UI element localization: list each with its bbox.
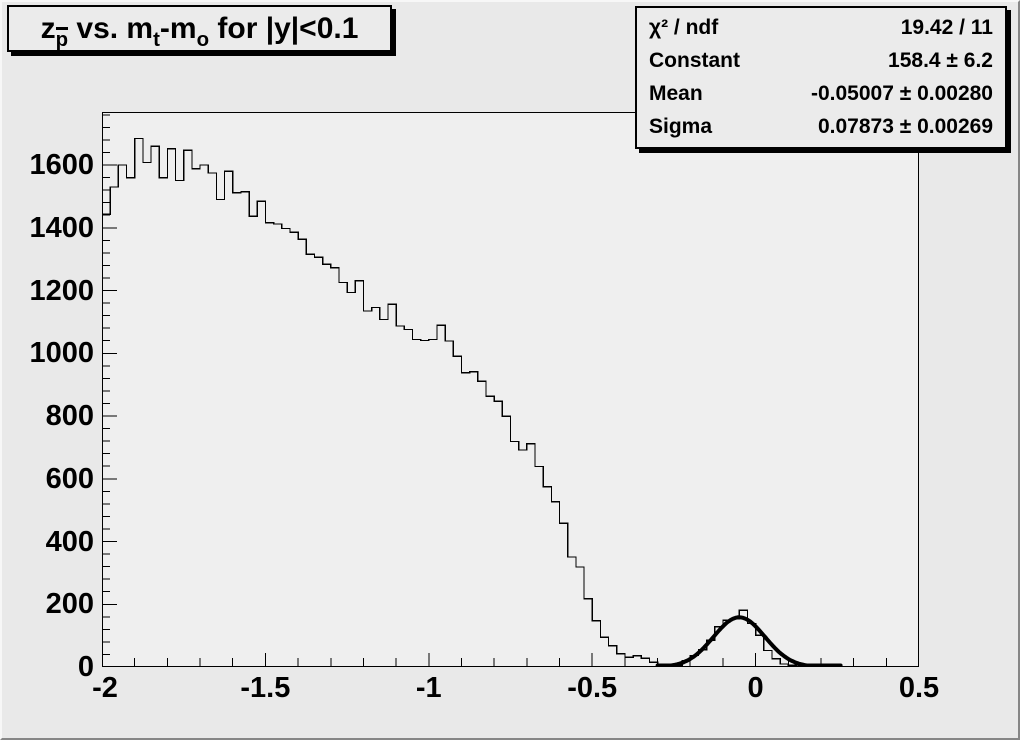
plot-area <box>102 112 919 667</box>
plot-frame <box>102 112 919 667</box>
y-tick-label: 400 <box>45 525 94 558</box>
stat-value: 19.42 / 11 <box>900 15 993 39</box>
fit-curve <box>655 615 843 667</box>
x-tick-label: -1 <box>415 672 442 704</box>
y-tick-label: 1600 <box>29 149 94 182</box>
stat-value: -0.05007 ± 0.00280 <box>810 82 993 106</box>
x-tick-label: -0.5 <box>567 672 618 704</box>
y-tick-label: 1400 <box>29 211 94 244</box>
fit-stats-box: χ² / ndf 19.42 / 11 Constant 158.4 ± 6.2… <box>635 6 1007 149</box>
stat-value: 0.07873 ± 0.00269 <box>817 115 993 139</box>
y-tick-label: 800 <box>45 400 94 432</box>
y-tick-label: 0 <box>77 651 94 683</box>
y-tick-label: 600 <box>45 462 94 495</box>
stat-row-chi2: χ² / ndf 19.42 / 11 <box>649 11 993 44</box>
stat-row-constant: Constant 158.4 ± 6.2 <box>649 44 993 77</box>
y-tick-label: 200 <box>45 588 94 621</box>
stat-row-mean: Mean -0.05007 ± 0.00280 <box>649 78 993 111</box>
x-tick-label: -2 <box>92 672 118 704</box>
stat-value: 158.4 ± 6.2 <box>888 48 993 72</box>
p-bar-subscript: p <box>55 26 69 51</box>
x-tick-label: 0.5 <box>898 672 940 704</box>
y-tick-label: 1000 <box>29 337 94 370</box>
stat-label: Constant <box>649 48 740 72</box>
x-tick-label: 0 <box>747 672 764 704</box>
histogram-title-box: zp vs. mt-mo for |y|<0.1 <box>7 5 392 52</box>
stat-label: χ² / ndf <box>649 15 719 39</box>
x-tick-label: -1.5 <box>240 672 291 704</box>
y-tick-label: 1200 <box>29 274 94 307</box>
stat-row-sigma: Sigma 0.07873 ± 0.00269 <box>649 111 993 144</box>
stat-label: Sigma <box>649 115 713 139</box>
title-text: zp vs. mt-mo for |y|<0.1 <box>40 12 359 51</box>
histogram-line <box>102 137 919 667</box>
stat-label: Mean <box>649 82 703 106</box>
